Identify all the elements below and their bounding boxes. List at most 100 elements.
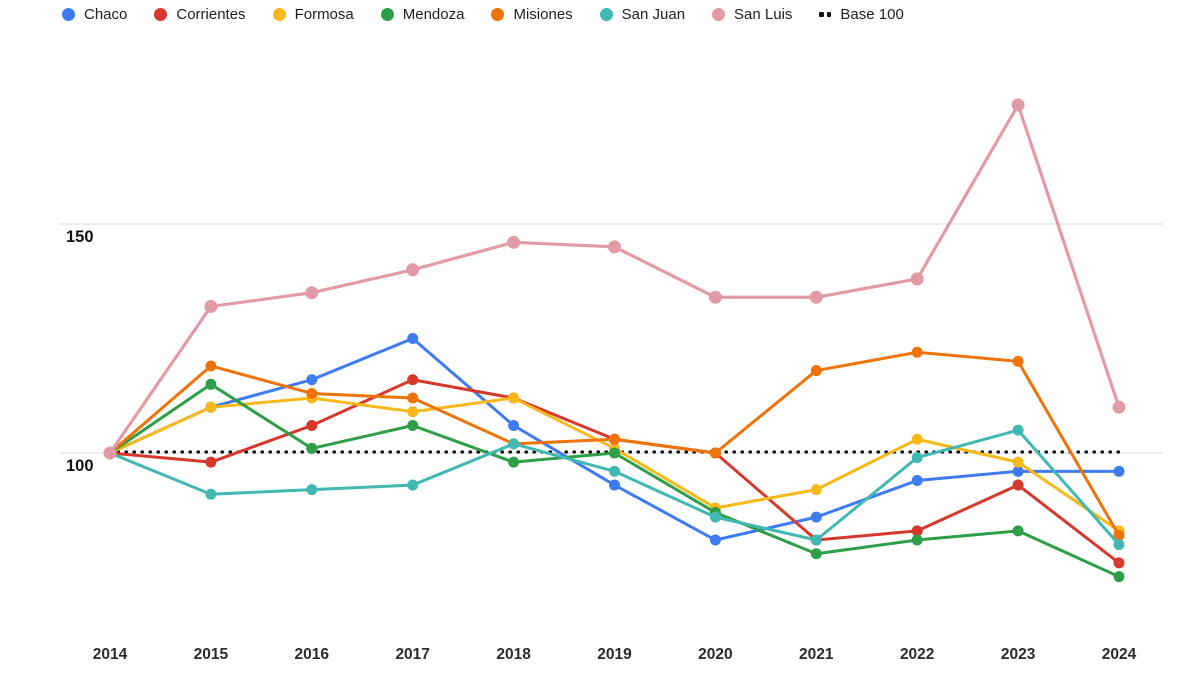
data-point-misiones-2016: [306, 387, 318, 399]
data-point-misiones-2015: [205, 360, 217, 372]
data-point-san-luis-2020: [708, 290, 722, 304]
data-point-mendoza-2023: [1012, 525, 1024, 537]
data-point-mendoza-2019: [609, 447, 620, 459]
data-point-san-luis-2021: [809, 290, 823, 304]
legend-item-san-juan: San Juan: [599, 6, 686, 23]
data-point-san-juan-2017: [407, 479, 419, 491]
data-point-misiones-2017: [407, 392, 419, 404]
data-point-chaco-2021: [810, 511, 822, 523]
data-point-chaco-2020: [709, 534, 721, 546]
data-point-san-juan-2018: [508, 438, 520, 450]
data-point-san-juan-2023: [1012, 424, 1024, 436]
legend-label: Formosa: [294, 6, 354, 23]
data-point-corrientes-2024: [1113, 557, 1125, 569]
x-axis-tick-2014: 2014: [92, 646, 128, 663]
data-point-chaco-2023: [1012, 465, 1024, 477]
data-point-chaco-2024: [1113, 465, 1125, 477]
legend-item-mendoza: Mendoza: [380, 6, 465, 23]
data-point-san-juan-2021: [810, 534, 822, 546]
data-point-san-juan-2015: [205, 488, 217, 500]
data-point-san-luis-2018: [507, 235, 521, 249]
data-point-corrientes-2022: [911, 525, 923, 537]
legend-label: Mendoza: [402, 6, 465, 23]
chart-legend: Chaco Corrientes Formosa Mendoza Misiones San…: [62, 6, 904, 23]
data-point-mendoza-2018: [508, 456, 520, 468]
data-point-misiones-2020: [709, 447, 721, 459]
y-axis-tick-100: 100: [66, 457, 94, 475]
series-line-san-luis: [108, 103, 1121, 455]
legend-swatch-icon: [380, 8, 394, 21]
legend-item-san-luis: San Luis: [712, 6, 792, 23]
x-axis-tick-2021: 2021: [799, 646, 834, 663]
legend-dotted-line-icon: [819, 12, 832, 17]
x-axis-tick-2017: 2017: [395, 646, 430, 663]
data-point-formosa-2018: [508, 392, 520, 404]
legend-swatch-icon: [491, 8, 505, 21]
legend-label: Base 100: [840, 6, 904, 23]
data-point-misiones-2023: [1012, 355, 1024, 367]
data-point-san-luis-2016: [305, 286, 319, 300]
data-point-corrientes-2023: [1012, 479, 1024, 491]
data-point-san-juan-2024: [1113, 539, 1125, 551]
x-axis-tick-2022: 2022: [899, 646, 935, 663]
data-point-mendoza-2024: [1113, 571, 1125, 583]
legend-label: Chaco: [84, 6, 128, 23]
legend-item-corrientes: Corrientes: [154, 6, 246, 23]
legend-label: San Juan: [621, 6, 686, 23]
data-point-san-juan-2020: [709, 511, 721, 523]
data-point-chaco-2017: [407, 333, 419, 344]
legend-item-formosa: Formosa: [272, 6, 354, 23]
data-point-formosa-2023: [1012, 456, 1024, 468]
data-point-mendoza-2017: [407, 420, 419, 432]
legend-swatch-icon: [599, 8, 613, 21]
x-axis-tick-2023: 2023: [1000, 646, 1036, 663]
data-point-formosa-2015: [205, 401, 217, 413]
data-point-formosa-2021: [810, 484, 822, 496]
data-point-san-luis-2019: [608, 240, 621, 254]
data-point-san-luis-2014: [103, 446, 117, 460]
legend-label: San Luis: [734, 6, 793, 23]
data-point-misiones-2024: [1113, 529, 1125, 541]
legend-item-base-100: Base 100: [819, 6, 904, 23]
data-point-formosa-2017: [407, 406, 419, 418]
data-point-san-luis-2015: [204, 299, 218, 313]
data-point-misiones-2021: [810, 365, 822, 377]
data-point-san-luis-2024: [1112, 400, 1126, 414]
data-point-corrientes-2015: [205, 456, 217, 468]
data-point-san-juan-2019: [609, 465, 620, 477]
data-point-corrientes-2016: [306, 420, 318, 432]
data-point-san-luis-2017: [406, 263, 420, 277]
data-point-chaco-2016: [306, 374, 318, 386]
data-point-mendoza-2022: [911, 534, 923, 546]
y-axis-tick-150: 150: [66, 228, 94, 246]
data-point-san-juan-2016: [306, 484, 318, 496]
x-axis-tick-2024: 2024: [1101, 646, 1137, 663]
data-point-mendoza-2015: [205, 378, 217, 390]
x-axis: 2014 2015 2016 2017 2018 2019 2020 2021 2022 2023…: [0, 646, 1200, 670]
x-axis-tick-2019: 2019: [597, 646, 632, 663]
data-point-chaco-2018: [508, 420, 520, 432]
legend-swatch-icon: [62, 8, 75, 21]
x-axis-tick-2020: 2020: [698, 646, 733, 663]
legend-swatch-icon: [272, 8, 286, 21]
x-axis-tick-2015: 2015: [193, 646, 229, 663]
data-point-misiones-2022: [911, 346, 923, 358]
legend-item-misiones: Misiones: [491, 6, 573, 23]
data-point-san-juan-2022: [911, 452, 923, 464]
x-axis-tick-2018: 2018: [496, 646, 531, 663]
data-point-chaco-2019: [609, 479, 620, 491]
data-point-formosa-2022: [911, 433, 923, 445]
legend-item-chaco: Chaco: [62, 6, 127, 23]
data-point-mendoza-2021: [810, 548, 822, 560]
data-point-misiones-2019: [609, 433, 620, 445]
data-point-chaco-2022: [911, 474, 923, 486]
x-axis-tick-2016: 2016: [294, 646, 330, 663]
data-point-san-luis-2022: [910, 272, 924, 286]
legend-swatch-icon: [712, 8, 726, 21]
data-point-corrientes-2017: [407, 374, 419, 386]
legend-label: Misiones: [513, 6, 573, 23]
data-point-mendoza-2016: [306, 442, 318, 454]
legend-label: Corrientes: [176, 6, 246, 23]
